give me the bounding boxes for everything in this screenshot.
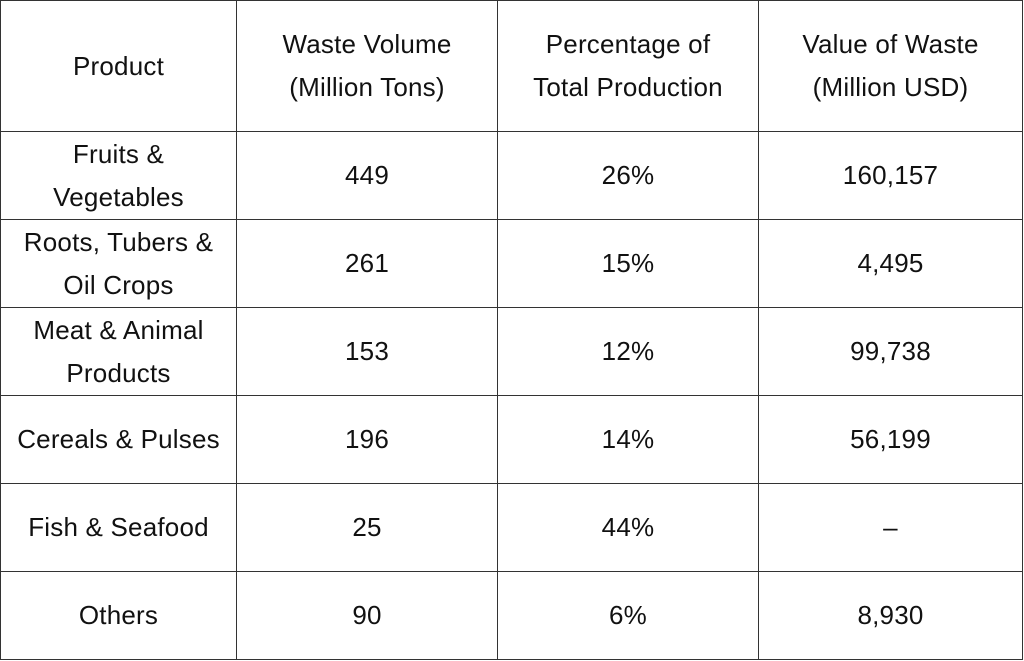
cell-waste-volume: 261 xyxy=(236,219,498,308)
cell-value-of-waste: 56,199 xyxy=(758,395,1023,484)
column-header-product: Product xyxy=(0,0,237,132)
cell-value-of-waste: 4,495 xyxy=(758,219,1023,308)
table-row: Cereals & Pulses 196 14% 56,199 xyxy=(0,395,1023,484)
cell-percentage: 12% xyxy=(497,307,759,396)
cell-percentage: 44% xyxy=(497,483,759,572)
cell-value-of-waste: 99,738 xyxy=(758,307,1023,396)
cell-waste-volume: 449 xyxy=(236,131,498,220)
cell-value-of-waste: – xyxy=(758,483,1023,572)
table-row: Roots, Tubers & Oil Crops 261 15% 4,495 xyxy=(0,219,1023,308)
cell-value-of-waste: 8,930 xyxy=(758,571,1023,660)
cell-percentage: 14% xyxy=(497,395,759,484)
column-header-value-of-waste: Value of Waste (Million USD) xyxy=(758,0,1023,132)
cell-product: Others xyxy=(0,571,237,660)
cell-percentage: 15% xyxy=(497,219,759,308)
cell-product: Fish & Seafood xyxy=(0,483,237,572)
cell-product: Meat & Animal Products xyxy=(0,307,237,396)
column-header-waste-volume: Waste Volume (Million Tons) xyxy=(236,0,498,132)
cell-percentage: 6% xyxy=(497,571,759,660)
column-header-percentage: Percentage of Total Production xyxy=(497,0,759,132)
cell-product: Roots, Tubers & Oil Crops xyxy=(0,219,237,308)
table-row: Fish & Seafood 25 44% – xyxy=(0,483,1023,572)
cell-waste-volume: 25 xyxy=(236,483,498,572)
cell-percentage: 26% xyxy=(497,131,759,220)
cell-waste-volume: 90 xyxy=(236,571,498,660)
cell-waste-volume: 196 xyxy=(236,395,498,484)
header-row: Product Waste Volume (Million Tons) Perc… xyxy=(0,0,1023,132)
table-row: Others 90 6% 8,930 xyxy=(0,571,1023,660)
cell-waste-volume: 153 xyxy=(236,307,498,396)
table-row: Meat & Animal Products 153 12% 99,738 xyxy=(0,307,1023,396)
cell-value-of-waste: 160,157 xyxy=(758,131,1023,220)
table-row: Fruits & Vegetables 449 26% 160,157 xyxy=(0,131,1023,220)
cell-product: Fruits & Vegetables xyxy=(0,131,237,220)
cell-product: Cereals & Pulses xyxy=(0,395,237,484)
